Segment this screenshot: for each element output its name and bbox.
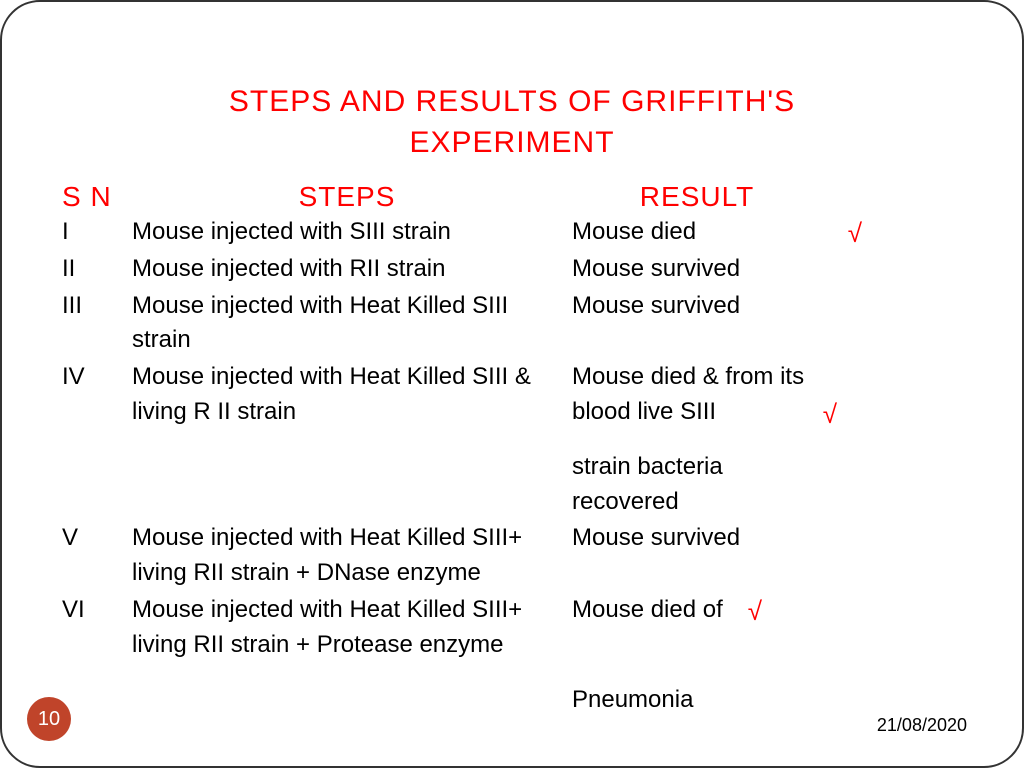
- check-icon: √: [823, 396, 837, 434]
- table-header-row: S N STEPS RESULT: [62, 181, 962, 213]
- cell-result: Mouse survived: [572, 289, 822, 324]
- cell-result: Mouse survived: [572, 252, 822, 287]
- cell-step: Mouse injected with Heat Killed SIII+ li…: [132, 521, 572, 591]
- cell-sn: II: [62, 252, 132, 287]
- table-row: strain bacteria recovered: [62, 450, 962, 520]
- experiment-table: S N STEPS RESULT IMouse injected with SI…: [62, 181, 962, 717]
- cell-result: Pneumonia: [572, 683, 822, 718]
- header-result: RESULT: [572, 181, 822, 213]
- cell-result: Mouse died√: [572, 215, 822, 250]
- cell-result: Mouse survived: [572, 521, 822, 556]
- check-icon: √: [748, 593, 762, 631]
- header-sn: S N: [62, 181, 132, 213]
- table-row: VIMouse injected with Heat Killed SIII+ …: [62, 593, 962, 663]
- cell-step: Mouse injected with RII strain: [132, 252, 572, 287]
- cell-sn: VI: [62, 593, 132, 628]
- table-row: IMouse injected with SIII strainMouse di…: [62, 215, 962, 250]
- cell-result: strain bacteria recovered: [572, 450, 822, 520]
- header-steps: STEPS: [132, 181, 572, 213]
- slide-date: 21/08/2020: [877, 715, 967, 736]
- table-row: IIIMouse injected with Heat Killed SIII …: [62, 289, 962, 359]
- cell-result: Mouse died of√: [572, 593, 822, 628]
- cell-sn: IV: [62, 360, 132, 395]
- cell-sn: III: [62, 289, 132, 324]
- cell-step: Mouse injected with Heat Killed SIII str…: [132, 289, 572, 359]
- table-row: IVMouse injected with Heat Killed SIII &…: [62, 360, 962, 430]
- slide-frame: STEPS AND RESULTS OF GRIFFITH'S EXPERIME…: [0, 0, 1024, 768]
- table-body: IMouse injected with SIII strainMouse di…: [62, 215, 962, 717]
- cell-step: Mouse injected with Heat Killed SIII+ li…: [132, 593, 572, 663]
- page-number-badge: 10: [27, 697, 71, 741]
- check-icon: √: [848, 215, 862, 253]
- table-row: Pneumonia: [62, 683, 962, 718]
- title-line-2: EXPERIMENT: [409, 126, 614, 159]
- cell-sn: V: [62, 521, 132, 556]
- slide-title: STEPS AND RESULTS OF GRIFFITH'S EXPERIME…: [62, 82, 962, 163]
- table-row: VMouse injected with Heat Killed SIII+ l…: [62, 521, 962, 591]
- table-row: IIMouse injected with RII strainMouse su…: [62, 252, 962, 287]
- cell-result: Mouse died & from its blood live SIII√: [572, 360, 822, 430]
- cell-sn: I: [62, 215, 132, 250]
- title-line-1: STEPS AND RESULTS OF GRIFFITH'S: [229, 85, 795, 118]
- cell-step: Mouse injected with Heat Killed SIII & l…: [132, 360, 572, 430]
- cell-step: Mouse injected with SIII strain: [132, 215, 572, 250]
